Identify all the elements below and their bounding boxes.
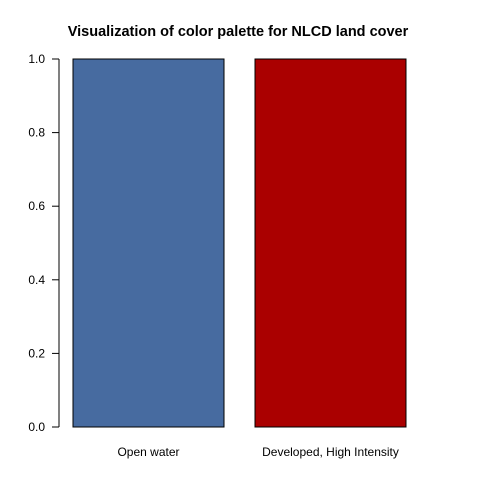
bar <box>254 58 407 428</box>
bars <box>72 58 407 428</box>
y-tick-label: 0.8 <box>28 126 45 140</box>
x-axis-labels: Open water Developed, High Intensity <box>117 445 398 459</box>
chart-title: Visualization of color palette for NLCD … <box>68 24 409 40</box>
y-tick-label: 1.0 <box>28 52 45 66</box>
y-tick-label: 0.2 <box>28 346 45 360</box>
y-tick-label: 0.6 <box>28 199 45 213</box>
y-tick-label: 0.0 <box>28 420 45 434</box>
y-tick-label: 0.4 <box>28 273 45 287</box>
x-category-label: Open water <box>117 445 179 459</box>
y-axis: 0.0 0.2 0.4 0.6 0.8 1.0 <box>28 52 60 434</box>
x-category-label: Developed, High Intensity <box>262 445 399 459</box>
bar <box>72 58 225 428</box>
